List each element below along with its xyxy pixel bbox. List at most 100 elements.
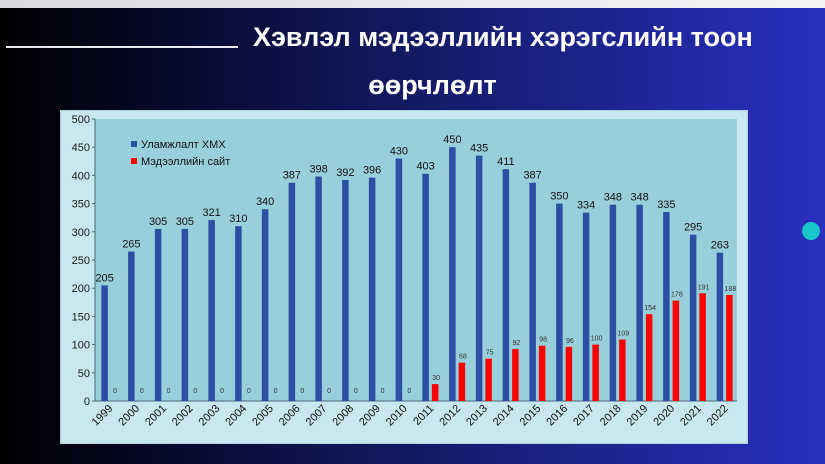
bar-label-series-2: 0 [193, 388, 197, 395]
plot-area [95, 119, 737, 401]
x-tick-label: 2014 [491, 403, 517, 429]
bar-series-1 [582, 212, 590, 401]
y-tick-label: 100 [72, 340, 90, 352]
y-tick-label: 350 [72, 199, 90, 211]
bar-series-1 [502, 169, 510, 401]
y-tick-label: 400 [72, 170, 90, 182]
y-tick-label: 150 [72, 311, 90, 323]
bar-label-series-1: 348 [604, 192, 622, 204]
bar-series-1 [368, 177, 376, 401]
y-tick-label: 0 [84, 396, 90, 408]
bar-series-2 [512, 349, 519, 401]
chart-frame: 0 50 100 150 200 250 300 350 400 450 500 205 0 1999 26… [60, 110, 748, 444]
x-tick-label: 2007 [304, 403, 330, 429]
x-tick-label: 2006 [277, 403, 303, 429]
bar-series-2 [458, 362, 466, 401]
bar-label-series-2: 30 [432, 375, 440, 382]
bar-series-1 [609, 204, 617, 401]
bar-series-2 [431, 384, 439, 401]
bar-label-series-2: 98 [539, 337, 547, 344]
bar-label-series-2: 0 [247, 388, 251, 395]
bar-series-1 [128, 251, 135, 401]
bar-series-2 [592, 344, 599, 401]
x-tick-label: 2008 [330, 403, 356, 429]
bar-label-series-1: 335 [657, 199, 675, 211]
bar-series-1 [101, 285, 108, 401]
bar-label-series-2: 0 [381, 388, 385, 395]
x-tick-label: 2019 [625, 403, 651, 429]
bar-series-1 [449, 147, 456, 401]
bar-label-series-2: 75 [486, 350, 494, 357]
bar-series-1 [716, 252, 724, 401]
bar-series-1 [261, 209, 269, 401]
bar-label-series-2: 0 [220, 388, 224, 395]
x-tick-label: 2018 [598, 403, 624, 429]
bar-label-series-1: 350 [550, 191, 568, 203]
x-tick-label: 2015 [518, 403, 544, 429]
bar-label-series-1: 340 [256, 196, 274, 208]
bar-series-2 [538, 345, 546, 401]
bar-label-series-1: 430 [390, 145, 408, 157]
x-tick-label: 2005 [250, 403, 276, 429]
bar-label-series-2: 100 [591, 336, 603, 343]
bar-series-1 [154, 228, 162, 401]
bar-label-series-1: 305 [176, 216, 194, 228]
bar-label-series-1: 392 [336, 167, 354, 179]
bar-label-series-1: 263 [711, 240, 729, 252]
bar-series-2 [645, 314, 653, 401]
y-tick-label: 200 [72, 283, 90, 295]
bar-label-series-1: 435 [470, 143, 488, 155]
x-tick-label: 2016 [544, 403, 570, 429]
bar-label-series-2: 0 [354, 388, 358, 395]
bar-label-series-1: 403 [416, 161, 434, 173]
bar-label-series-2: 0 [327, 388, 331, 395]
slide-title-line-2: өөрчлөлт [368, 70, 497, 100]
bar-label-series-2: 92 [512, 340, 520, 347]
bar-series-1 [395, 158, 403, 401]
bar-series-2 [485, 358, 492, 401]
legend-label: Мэдээллийн сайт [141, 156, 230, 168]
x-tick-label: 2013 [464, 403, 490, 429]
legend-swatch [131, 141, 137, 147]
bar-label-series-2: 0 [274, 388, 278, 395]
bar-series-1 [689, 234, 697, 401]
bar-label-series-1: 387 [283, 170, 301, 182]
bar-label-series-1: 387 [523, 170, 541, 182]
bar-label-series-2: 188 [725, 286, 737, 293]
x-tick-label: 2004 [223, 403, 249, 429]
y-tick-label: 50 [78, 368, 90, 380]
x-tick-label: 2002 [170, 403, 196, 429]
bar-series-1 [556, 203, 563, 401]
x-tick-label: 2011 [411, 403, 436, 428]
bar-label-series-1: 310 [229, 213, 247, 225]
bar-label-series-1: 334 [577, 200, 595, 212]
bar-label-series-1: 205 [95, 272, 113, 284]
bar-label-series-2: 0 [167, 388, 171, 395]
bar-label-series-1: 411 [497, 156, 515, 168]
x-tick-label: 2020 [651, 403, 677, 429]
bar-label-series-2: 0 [113, 388, 117, 395]
bar-series-1 [663, 212, 670, 401]
bar-label-series-1: 265 [122, 239, 140, 251]
bar-label-series-2: 154 [644, 305, 656, 312]
bar-label-series-2: 109 [618, 331, 630, 338]
x-tick-label: 2000 [116, 403, 142, 429]
bar-series-1 [529, 182, 536, 401]
bar-series-1 [208, 219, 215, 401]
bar-label-series-2: 96 [566, 338, 574, 345]
bar-series-1 [181, 228, 189, 401]
bar-series-2 [619, 339, 626, 401]
y-tick-label: 300 [72, 227, 90, 239]
bar-label-series-1: 305 [149, 216, 167, 228]
bar-label-series-1: 398 [309, 164, 327, 176]
bar-label-series-1: 348 [630, 192, 648, 204]
top-strip [0, 0, 825, 8]
bar-series-1 [342, 179, 349, 401]
bar-series-1 [235, 226, 242, 401]
legend-swatch [131, 158, 137, 164]
bar-label-series-1: 396 [363, 165, 381, 177]
bar-label-series-2: 178 [671, 292, 683, 299]
y-tick-label: 450 [72, 142, 90, 154]
x-tick-label: 2022 [705, 403, 731, 429]
